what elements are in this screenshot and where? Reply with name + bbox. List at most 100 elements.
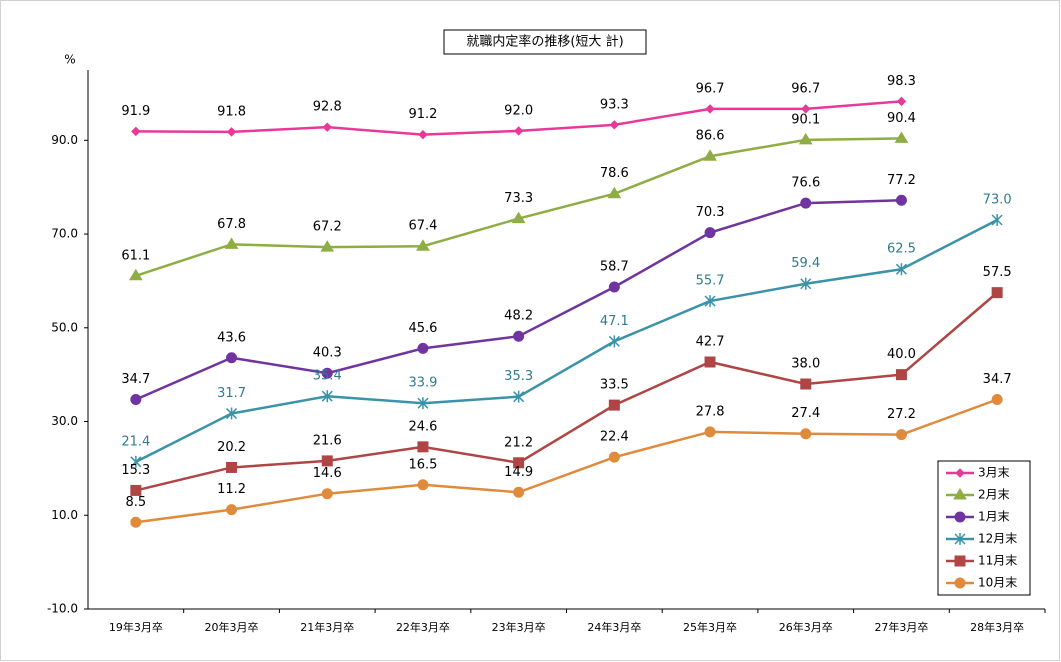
legend-label: 10月末 xyxy=(978,576,1017,590)
point xyxy=(321,488,333,500)
point xyxy=(416,239,430,251)
point xyxy=(130,484,142,496)
data-label: 98.3 xyxy=(887,74,916,89)
data-label: 61.1 xyxy=(121,248,150,263)
data-label: 11.2 xyxy=(217,482,246,497)
x-tick-label: 25年3月卒 xyxy=(683,620,737,634)
data-label: 73.0 xyxy=(983,192,1012,207)
point xyxy=(224,237,239,249)
data-label: 27.8 xyxy=(696,404,725,419)
data-label: 96.7 xyxy=(791,81,820,96)
point xyxy=(130,393,142,405)
data-label: 38.0 xyxy=(791,357,820,372)
y-tick-label: 10.0 xyxy=(51,508,78,522)
data-label: 96.7 xyxy=(696,81,725,96)
point xyxy=(513,126,524,136)
x-tick-label: 28年3月卒 xyxy=(970,620,1024,634)
x-tick-label: 21年3月卒 xyxy=(300,620,354,634)
y-tick-label: 90.0 xyxy=(51,133,78,147)
point xyxy=(801,104,811,114)
data-label: 16.5 xyxy=(408,457,437,472)
data-label: 67.2 xyxy=(313,220,342,235)
point xyxy=(226,407,238,420)
point xyxy=(511,211,526,224)
series-line xyxy=(135,398,998,524)
legend-label: 11月末 xyxy=(978,554,1017,568)
data-label: 42.7 xyxy=(696,334,725,349)
data-label: 93.3 xyxy=(600,97,629,112)
point xyxy=(417,397,429,410)
point xyxy=(894,131,909,143)
point xyxy=(417,479,429,491)
data-label: 27.4 xyxy=(791,406,820,421)
data-label: 77.2 xyxy=(887,173,916,188)
data-label: 35.4 xyxy=(313,369,342,384)
data-label: 8.5 xyxy=(126,495,147,510)
chart-title: 就職内定率の推移(短大 計) xyxy=(466,34,623,50)
point xyxy=(226,461,238,473)
point xyxy=(128,268,143,281)
data-label: 24.6 xyxy=(408,419,437,434)
data-label: 21.6 xyxy=(313,433,342,448)
x-tick-label: 27年3月卒 xyxy=(874,620,928,634)
data-label: 35.3 xyxy=(504,369,533,384)
data-label: 58.7 xyxy=(600,260,629,275)
point xyxy=(608,399,620,411)
data-label: 40.0 xyxy=(887,347,916,362)
point xyxy=(513,457,525,469)
point xyxy=(895,429,907,441)
data-label: 86.6 xyxy=(696,129,725,144)
point xyxy=(320,240,335,252)
y-tick-label: -10.0 xyxy=(47,602,78,616)
data-label: 91.9 xyxy=(121,104,150,119)
point xyxy=(895,263,907,276)
point xyxy=(896,96,907,107)
series-line xyxy=(135,218,998,463)
data-label: 59.4 xyxy=(791,256,820,271)
point xyxy=(800,277,812,290)
data-label: 22.4 xyxy=(600,430,629,445)
point xyxy=(226,127,237,137)
data-label: 14.6 xyxy=(313,466,342,481)
legend-label: 3月末 xyxy=(978,466,1010,480)
point xyxy=(321,455,333,467)
data-label: 70.3 xyxy=(696,205,725,220)
data-label: 91.2 xyxy=(408,107,437,122)
legend-label: 2月末 xyxy=(978,488,1010,502)
data-label: 15.3 xyxy=(121,463,150,478)
data-label: 47.1 xyxy=(600,314,629,329)
point xyxy=(991,213,1003,226)
point xyxy=(704,295,716,308)
data-label: 40.3 xyxy=(313,346,342,361)
data-label: 57.5 xyxy=(983,265,1012,280)
legend-marker xyxy=(954,555,966,567)
data-label: 76.6 xyxy=(791,176,820,191)
data-label: 21.2 xyxy=(504,435,533,450)
legend-marker xyxy=(954,533,966,545)
point xyxy=(800,197,812,209)
point xyxy=(608,335,620,348)
data-label: 43.6 xyxy=(217,330,246,345)
point xyxy=(703,149,717,161)
x-tick-label: 26年3月卒 xyxy=(779,620,833,634)
x-tick-label: 24年3月卒 xyxy=(587,620,641,634)
data-label: 67.4 xyxy=(408,219,437,234)
data-label: 33.9 xyxy=(408,376,437,391)
point xyxy=(704,227,716,239)
data-label: 21.4 xyxy=(121,434,150,449)
point xyxy=(608,281,620,293)
legend-label: 12月末 xyxy=(978,532,1017,546)
legend-marker xyxy=(953,488,967,500)
y-tick-label: 50.0 xyxy=(51,320,78,334)
data-label: 27.2 xyxy=(887,407,916,422)
y-unit: % xyxy=(64,53,75,67)
legend-marker xyxy=(954,511,966,523)
data-label: 45.6 xyxy=(408,321,437,336)
point xyxy=(607,186,622,199)
data-label: 90.4 xyxy=(887,111,916,126)
legend-marker xyxy=(955,468,965,478)
data-label: 90.1 xyxy=(791,112,820,127)
point xyxy=(895,194,907,206)
data-label: 20.2 xyxy=(217,440,246,455)
point xyxy=(991,287,1003,299)
